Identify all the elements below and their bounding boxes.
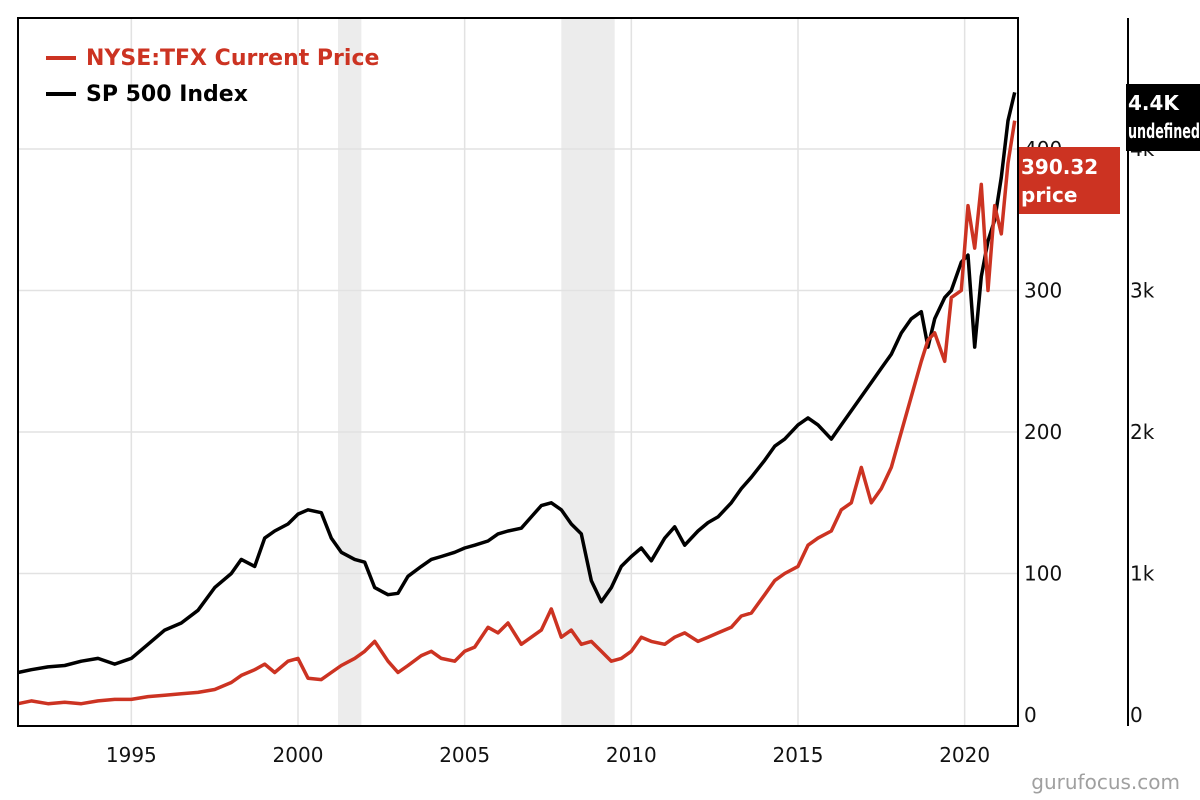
sp500-value-tag-label: undefined: [1128, 119, 1200, 143]
left-axis-ticks: 0100200300400: [1024, 137, 1062, 727]
grid-lines: [18, 18, 1018, 726]
watermark: gurufocus.com: [1031, 770, 1180, 794]
sp500-value-tag: [1126, 84, 1200, 151]
legend-item-sp500[interactable]: SP 500 Index: [46, 82, 248, 107]
x-tick-label-2: 2005: [439, 743, 490, 767]
plot-border: [17, 17, 1019, 727]
x-axis-ticks: 1995 2000 2005 2010 2015 2020: [106, 743, 990, 767]
left-tick-label-1: 100: [1024, 562, 1062, 586]
tfx-value-tag: [1019, 147, 1120, 214]
x-tick-label-3: 2010: [606, 743, 657, 767]
left-tick-label-0: 0: [1024, 703, 1037, 727]
value-tags: 390.32 price 4.4K undefined: [1019, 84, 1200, 214]
tfx-value-tag-label: price: [1021, 183, 1077, 207]
left-tick-label-2: 200: [1024, 420, 1062, 444]
series-lines: [17, 91, 1017, 706]
right-tick-label-1: 1k: [1130, 562, 1155, 586]
legend-item-tfx[interactable]: NYSE:TFX Current Price: [46, 46, 379, 71]
legend: NYSE:TFX Current Price SP 500 Index: [46, 46, 379, 107]
x-tick-label-0: 1995: [106, 743, 157, 767]
sp500-index-line: [17, 91, 1017, 675]
right-tick-label-3: 3k: [1130, 279, 1155, 303]
x-tick-label-4: 2015: [773, 743, 824, 767]
tfx-price-line: [17, 120, 1017, 706]
recession-band-1: [561, 18, 615, 726]
right-tick-label-2: 2k: [1130, 420, 1155, 444]
sp500-value-tag-value: 4.4K: [1128, 91, 1180, 115]
legend-label-sp500: SP 500 Index: [86, 82, 248, 107]
x-tick-label-1: 2000: [273, 743, 324, 767]
right-axis-ticks: 01k2k3k4k: [1130, 137, 1155, 727]
left-tick-label-3: 300: [1024, 279, 1062, 303]
recession-bands: [338, 18, 615, 726]
tfx-value-tag-value: 390.32: [1021, 155, 1098, 179]
legend-label-tfx: NYSE:TFX Current Price: [86, 46, 379, 71]
recession-band-0: [338, 18, 362, 726]
x-tick-label-5: 2020: [939, 743, 990, 767]
right-tick-label-0: 0: [1130, 703, 1143, 727]
